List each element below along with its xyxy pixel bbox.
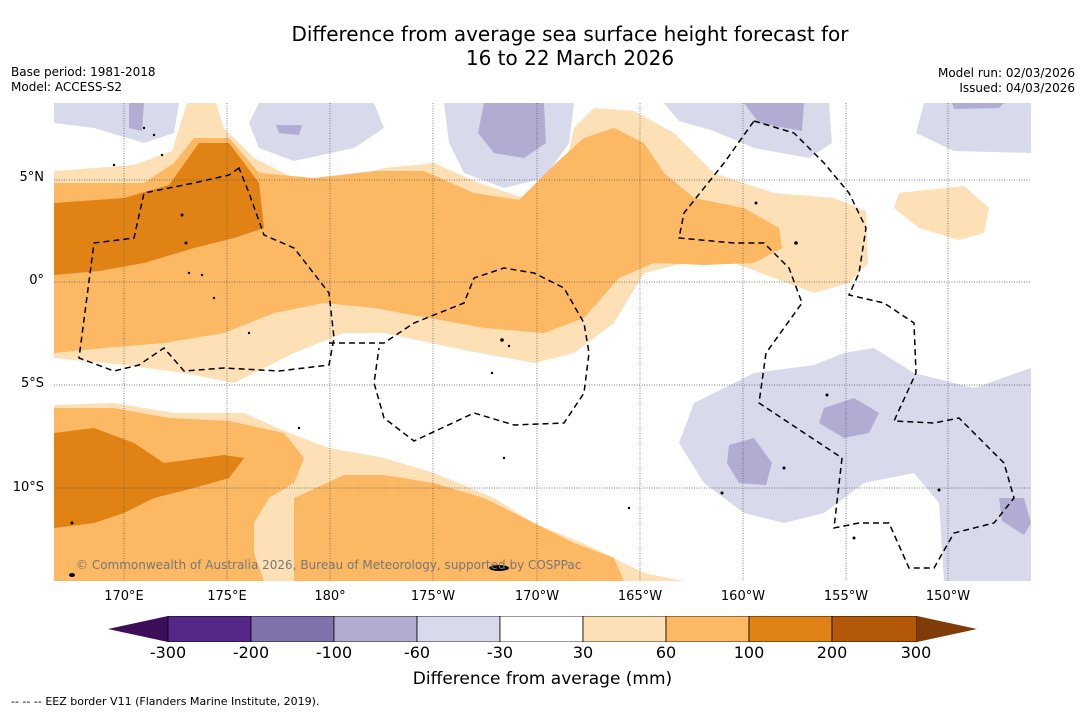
- lon-label-170e: 170°E: [104, 589, 144, 604]
- cbar-extend-low: [108, 616, 168, 642]
- base-period: Base period: 1981-2018: [11, 65, 156, 79]
- lon-label-150w: 150°W: [925, 589, 971, 604]
- cbar-seg-3: [333, 616, 418, 642]
- cbar-tick-9: 200: [816, 643, 848, 662]
- neg-region-north-1: [249, 103, 384, 161]
- neg-core-3: [478, 103, 546, 158]
- chart-title: Difference from average sea surface heig…: [0, 22, 1085, 70]
- title-line-2: 16 to 22 March 2026: [465, 46, 675, 70]
- cbar-seg-5: [499, 616, 584, 642]
- cbar-seg-7: [665, 616, 750, 642]
- lon-label-165w: 165°W: [617, 589, 663, 604]
- cbar-seg-2: [250, 616, 335, 642]
- cbar-seg-8: [748, 616, 833, 642]
- cbar-tick-5: -30: [486, 643, 514, 662]
- copyright-notice: © Commonwealth of Australia 2026, Bureau…: [76, 558, 582, 572]
- lon-label-170w: 170°W: [514, 589, 560, 604]
- issued-date: Issued: 04/03/2026: [959, 81, 1075, 95]
- eez-border-west: [78, 166, 335, 372]
- cbar-tick-8: 100: [733, 643, 765, 662]
- cbar-tick-4: -60: [403, 643, 431, 662]
- neg-core-7: [727, 438, 772, 485]
- neg-region-ne: [916, 103, 1031, 153]
- model-name: Model: ACCESS-S2: [11, 80, 123, 94]
- cbar-extend-high: [917, 616, 977, 642]
- map-panel: [54, 103, 1031, 581]
- lon-label-175w: 175°W: [410, 589, 456, 604]
- eez-border-central: [329, 267, 590, 442]
- cbar-tick-1: -300: [149, 643, 187, 662]
- pos-high-south: [54, 428, 244, 528]
- cbar-seg-6: [582, 616, 667, 642]
- neg-core-2: [276, 125, 302, 135]
- title-line-1: Difference from average sea surface heig…: [291, 22, 849, 46]
- cbar-seg-9: [831, 616, 918, 642]
- lat-label-0: 0°: [29, 273, 44, 288]
- islands: [69, 126, 941, 577]
- cbar-seg-4: [416, 616, 501, 642]
- colorbar-title: Difference from average (mm): [412, 669, 673, 689]
- lon-label-155w: 155°W: [823, 589, 869, 604]
- lon-label-180: 180°: [314, 589, 346, 604]
- pos-blob-east: [894, 186, 989, 240]
- lon-label-175e: 175°E: [207, 589, 247, 604]
- meta-right: Model run: 02/03/2026 Issued: 04/03/2026: [938, 66, 1075, 96]
- eez-borders: [78, 120, 1015, 569]
- cbar-tick-7: 60: [655, 643, 677, 662]
- cbar-tick-6: 30: [572, 643, 594, 662]
- colorbar: [108, 616, 977, 642]
- neg-core-1: [129, 103, 144, 131]
- eez-border-east: [678, 120, 1015, 569]
- neg-core-5: [952, 103, 1004, 109]
- eez-legend-text: EEZ border V11 (Flanders Marine Institut…: [45, 695, 320, 708]
- cbar-seg-1: [167, 616, 252, 642]
- lat-label-5s: 5°S: [20, 376, 44, 391]
- footer-note: -- -- -- EEZ border V11 (Flanders Marine…: [11, 695, 319, 708]
- meta-left: Base period: 1981-2018 Model: ACCESS-S2: [11, 65, 156, 95]
- lat-label-10s: 10°S: [12, 480, 44, 495]
- anomaly-map: [54, 103, 1031, 581]
- lon-label-160w: 160°W: [720, 589, 766, 604]
- neg-core-6: [819, 398, 879, 438]
- cbar-tick-3: -100: [315, 643, 353, 662]
- eez-legend-symbol: -- -- --: [11, 695, 42, 708]
- cbar-tick-10: 300: [900, 643, 932, 662]
- lat-label-5n: 5°N: [19, 170, 45, 185]
- neg-core-4: [744, 103, 804, 131]
- neg-region-nw: [54, 103, 179, 143]
- model-run: Model run: 02/03/2026: [937, 66, 1075, 80]
- pos-mid-south-2: [294, 475, 624, 581]
- neg-region-southeast: [679, 348, 1031, 581]
- cbar-tick-2: -200: [232, 643, 270, 662]
- gridlines: [54, 103, 1031, 581]
